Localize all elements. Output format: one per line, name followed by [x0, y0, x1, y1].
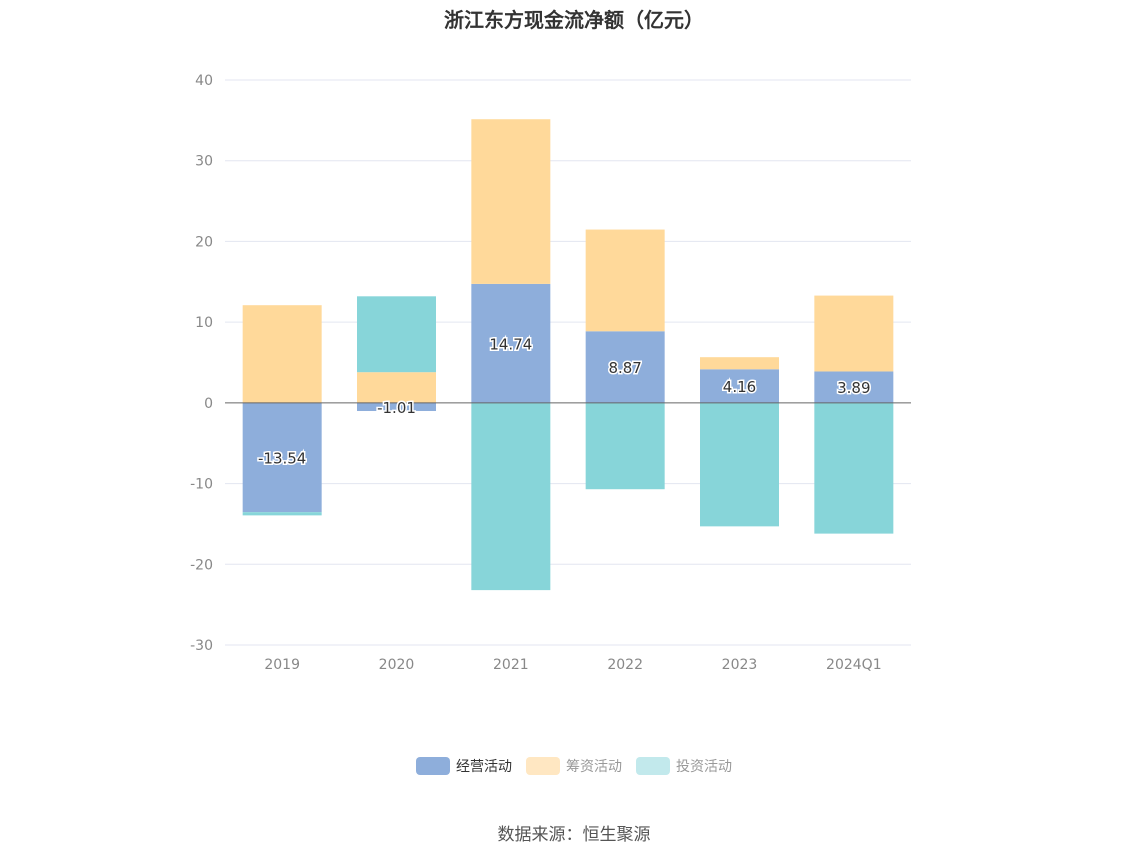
bars[interactable] [242, 119, 894, 591]
x-tick-label: 2024Q1 [826, 657, 882, 673]
bar-series-1-2022[interactable] [585, 229, 665, 332]
y-tick-label: 30 [195, 154, 213, 170]
data-label: 4.16 [723, 378, 756, 396]
legend-item-investing[interactable]: 投资活动 [636, 756, 732, 776]
legend-item-financing[interactable]: 筹资活动 [526, 756, 622, 776]
x-tick-label: 2022 [607, 657, 643, 673]
bar-series-0-2021[interactable] [471, 283, 551, 403]
data-label: -13.54 [258, 450, 306, 468]
data-label: 3.89 [837, 379, 870, 397]
x-tick-label: 2019 [264, 657, 300, 673]
bar-series-0-2022[interactable] [585, 331, 665, 403]
x-tick-label: 2021 [493, 657, 529, 673]
legend: 经营活动 筹资活动 投资活动 [0, 756, 1148, 776]
data-label: -1.01 [377, 399, 416, 417]
y-tick-label: 0 [204, 396, 213, 412]
bar-series-1-2023[interactable] [700, 357, 779, 370]
data-source: 数据来源：恒生聚源 [497, 825, 651, 845]
legend-item-operating[interactable]: 经营活动 [416, 756, 512, 776]
zero-axis [225, 402, 911, 646]
y-tick-label: 20 [195, 234, 213, 250]
bar-series-0-2019[interactable] [242, 402, 322, 513]
y-tick-label: 40 [195, 73, 213, 89]
legend-swatch-financing [526, 757, 560, 775]
bar-series-0-2020[interactable] [357, 402, 436, 412]
bar-series-1-2021[interactable] [471, 119, 551, 284]
legend-label-operating: 经营活动 [456, 759, 512, 775]
bar-series-2-2019[interactable] [242, 512, 322, 516]
data-labels: -13.54 -1.01 14.74 8.87 4.16 3.89 [256, 334, 872, 469]
y-tick-label: -30 [190, 638, 213, 654]
bar-series-2-2021[interactable] [471, 402, 551, 591]
bar-series-2-2024Q1[interactable] [814, 402, 894, 534]
bar-series-0-2023[interactable] [700, 369, 779, 403]
bar-series-1-2024Q1[interactable] [814, 295, 894, 372]
axis-ticks: -30 -20 -10 0 10 20 30 40 2019 2020 2021 2022 2023 20… [190, 73, 881, 673]
bar-series-1-2020[interactable] [357, 372, 436, 403]
legend-swatch-investing [636, 757, 670, 775]
bar-series-2-2023[interactable] [700, 402, 779, 527]
grid-lines [225, 79, 911, 646]
chart-title: 浙江东方现金流净额（亿元） [444, 8, 704, 32]
legend-label-financing: 筹资活动 [566, 759, 622, 775]
x-tick-label: 2020 [379, 657, 415, 673]
legend-swatch-operating [416, 757, 450, 775]
bar-series-2-2020[interactable] [357, 296, 436, 373]
bar-series-1-2019[interactable] [242, 305, 322, 403]
y-tick-label: 10 [195, 315, 213, 331]
x-tick-label: 2023 [722, 657, 758, 673]
bar-series-2-2022[interactable] [585, 402, 665, 490]
data-label: 14.74 [489, 335, 532, 353]
legend-label-investing: 投资活动 [676, 759, 732, 775]
bar-series-0-2024Q1[interactable] [814, 371, 894, 403]
y-tick-label: -20 [190, 557, 213, 573]
data-label: 8.87 [608, 359, 641, 377]
y-tick-label: -10 [190, 477, 213, 493]
